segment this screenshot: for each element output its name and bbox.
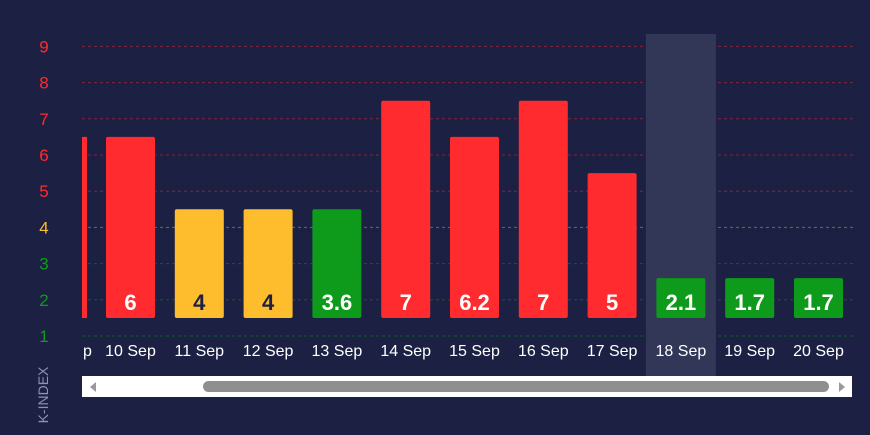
scroll-right-arrow-icon[interactable] <box>839 382 845 392</box>
bar-value-label: 4 <box>262 290 275 315</box>
bar[interactable] <box>518 100 568 318</box>
x-tick-label: 20 Sep <box>793 343 844 360</box>
y-tick-label: 5 <box>39 182 48 201</box>
x-tick-label: 14 Sep <box>380 343 431 360</box>
bar[interactable] <box>587 173 637 318</box>
bar[interactable] <box>725 278 775 318</box>
scroll-left-arrow-icon[interactable] <box>90 382 96 392</box>
scrollbar-thumb[interactable] <box>203 381 829 392</box>
y-tick-label: 6 <box>39 146 48 165</box>
bar[interactable] <box>243 209 293 318</box>
bar-value-label: 2.1 <box>666 290 697 315</box>
bar-value-label: 1.7 <box>734 290 765 315</box>
bar-value-label: 7 <box>400 290 412 315</box>
bar[interactable] <box>174 209 224 318</box>
x-tick-label: 17 Sep <box>587 343 638 360</box>
bar-value-label: 6.2 <box>459 290 490 315</box>
bar-value-label: 5 <box>606 290 618 315</box>
y-tick-label: 2 <box>39 291 48 310</box>
y-axis-ticks: 1 2 3 4 5 6 7 8 9 <box>39 37 48 346</box>
x-tick-label: 10 Sep <box>105 343 156 360</box>
bar-value-label: 3.6 <box>322 290 353 315</box>
bar-value-label: 1.7 <box>803 290 834 315</box>
bar[interactable] <box>106 136 155 318</box>
bars: 6 4 4 3.6 7 6.2 7 5 2.1 1.7 1.7 <box>82 34 843 378</box>
bar[interactable] <box>312 209 362 318</box>
highlight-band <box>645 34 716 378</box>
y-tick-label: 9 <box>39 37 48 56</box>
y-axis-label: K-INDEX <box>35 366 51 423</box>
x-tick-label: 15 Sep <box>449 343 500 360</box>
x-tick-label: 13 Sep <box>312 343 363 360</box>
bar[interactable] <box>450 136 499 318</box>
x-tick-label-partial: p <box>83 343 92 360</box>
bar[interactable] <box>381 100 431 318</box>
y-tick-label: 3 <box>39 255 48 274</box>
bar-value-label: 4 <box>193 290 206 315</box>
y-tick-label: 1 <box>39 327 48 346</box>
y-tick-label: 8 <box>39 74 48 93</box>
bar-partial <box>82 136 87 318</box>
y-tick-label: 4 <box>39 218 48 237</box>
bar-value-label: 6 <box>124 290 136 315</box>
x-tick-label: 16 Sep <box>518 343 569 360</box>
y-tick-label: 7 <box>39 110 48 129</box>
x-tick-label: 11 Sep <box>175 343 225 360</box>
x-axis-labels: p 10 Sep 11 Sep 12 Sep 13 Sep 14 Sep 15 Sep 16 … <box>83 343 844 360</box>
scrollbar[interactable] <box>82 376 852 397</box>
x-tick-label: 12 Sep <box>243 343 294 360</box>
bar[interactable] <box>656 278 706 318</box>
x-tick-label: 19 Sep <box>724 343 775 360</box>
bar[interactable] <box>794 278 843 318</box>
x-tick-label: 18 Sep <box>656 343 707 360</box>
bar-value-label: 7 <box>537 290 549 315</box>
